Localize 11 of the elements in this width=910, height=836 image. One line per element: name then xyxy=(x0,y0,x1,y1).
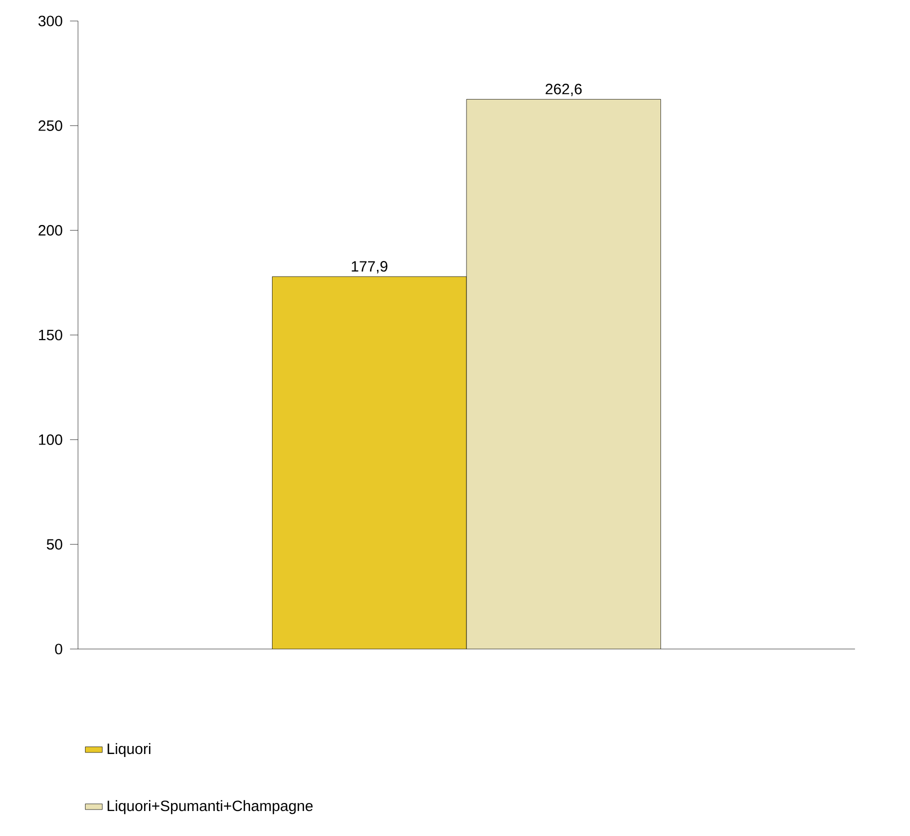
y-tick-label: 0 xyxy=(55,644,62,654)
data-label: 262,6 xyxy=(546,84,582,96)
y-tick-label: 200 xyxy=(38,225,62,236)
y-tick-label: 150 xyxy=(39,330,62,340)
y-tick-label: 50 xyxy=(46,539,62,550)
y-tick-label: 300 xyxy=(38,16,62,26)
legend-label: Liquori xyxy=(108,743,150,758)
legend-label: Liquori+Spumanti+Champagne xyxy=(108,800,313,814)
y-tick-label: 250 xyxy=(38,120,62,131)
data-label: 177,9 xyxy=(352,261,388,274)
y-tick-label: 100 xyxy=(39,434,62,445)
